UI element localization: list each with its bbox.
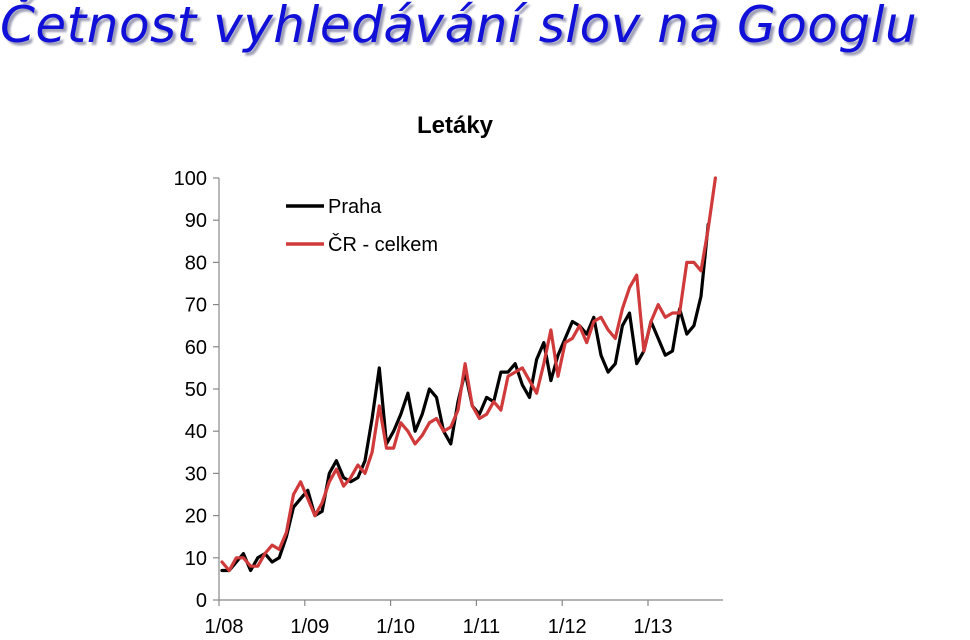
y-tick-label: 60 bbox=[185, 337, 207, 359]
y-tick-label: 90 bbox=[185, 210, 207, 232]
x-tick-label: 1/10 bbox=[376, 616, 415, 638]
y-tick-label: 30 bbox=[185, 463, 207, 485]
y-tick-label: 20 bbox=[185, 506, 207, 528]
y-tick-label: 70 bbox=[185, 295, 207, 317]
y-tick-label: 10 bbox=[185, 548, 207, 570]
x-tick-label: 1/09 bbox=[290, 616, 329, 638]
x-tick-label: 1/08 bbox=[205, 616, 244, 638]
x-tick-label: 1/12 bbox=[548, 616, 587, 638]
chart-title: Letáky bbox=[417, 112, 494, 139]
y-tick-label: 0 bbox=[196, 590, 207, 612]
y-tick-label: 100 bbox=[174, 168, 207, 190]
legend: Praha ČR - celkem bbox=[286, 196, 438, 256]
legend-label: Praha bbox=[328, 196, 382, 218]
y-axis: 0 10 20 30 40 50 60 70 80 90 100 bbox=[174, 168, 219, 612]
x-tick-label: 1/13 bbox=[634, 616, 673, 638]
legend-label: ČR - celkem bbox=[328, 233, 438, 256]
y-tick-label: 40 bbox=[185, 421, 207, 443]
x-tick-label: 1/11 bbox=[463, 616, 500, 638]
series-group bbox=[220, 176, 718, 573]
slide-title: Četnost vyhledávání slov na Googlu bbox=[0, 0, 918, 54]
x-axis: 1/08 1/09 1/10 1/11 1/12 1/13 bbox=[205, 600, 673, 638]
y-tick-label: 80 bbox=[185, 252, 207, 274]
y-tick-label: 50 bbox=[185, 379, 207, 401]
series-line-1 bbox=[220, 176, 718, 573]
